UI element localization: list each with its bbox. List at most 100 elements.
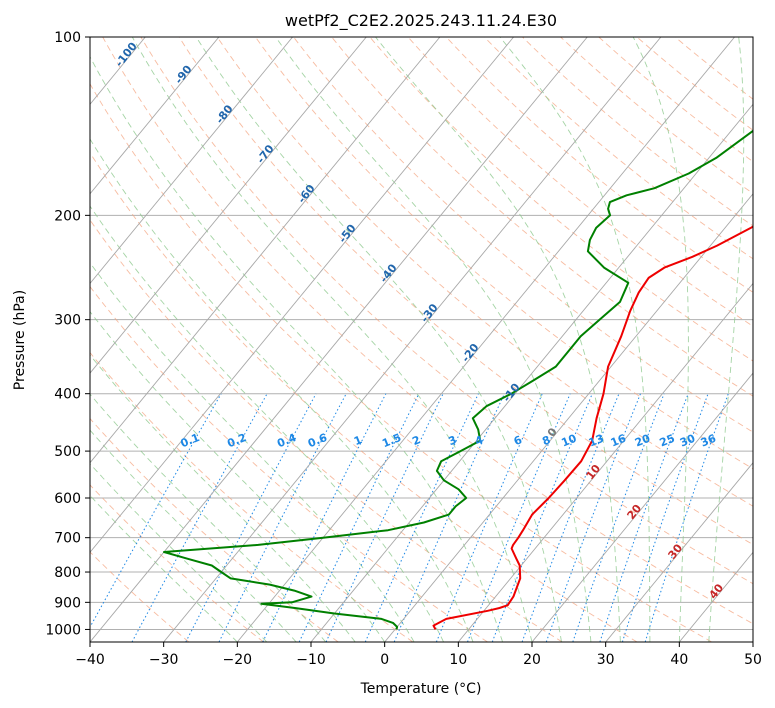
y-tick-label: 600 — [54, 491, 81, 507]
dry-adiabat — [90, 484, 264, 642]
x-tick-label: −30 — [149, 652, 179, 668]
isotherm-label: -10 — [500, 381, 523, 405]
moist-adiabat — [90, 205, 445, 642]
isotherm-label: 20 — [625, 502, 645, 522]
line-annotations: 0.1 0.2 0.4 0.6 1 1.5 2 3 4 6 8 10 13 16 20 25 30 36-100-… — [113, 40, 727, 602]
dry-adiabat — [90, 151, 638, 642]
moist-adiabat — [90, 354, 356, 642]
moist-adiabat — [90, 55, 503, 642]
isotherm-label: -90 — [172, 62, 195, 86]
isotherm — [90, 37, 588, 642]
mixing-ratio-label: 30 — [678, 432, 697, 450]
pressure-gridlines — [90, 37, 753, 630]
x-tick-label: −20 — [223, 652, 253, 668]
dry-adiabat — [90, 285, 488, 642]
dry-adiabat — [90, 83, 712, 642]
moist-adiabat — [90, 393, 327, 642]
dry-adiabat — [331, 37, 753, 397]
dry-adiabat — [90, 351, 414, 642]
dry-adiabat — [522, 37, 753, 227]
dry-adiabat — [255, 37, 753, 470]
x-tick-label: 40 — [670, 652, 688, 668]
mixing-ratio-label: 25 — [658, 432, 677, 450]
isotherm — [678, 551, 753, 642]
moist-adiabat — [90, 138, 474, 642]
moist-adiabat — [708, 37, 745, 642]
isotherm — [531, 372, 753, 642]
isotherm-label: -40 — [377, 261, 400, 285]
dewpoint-line — [163, 129, 753, 630]
mixing-ratio-label: 20 — [633, 432, 652, 450]
mixing-ratio-line — [325, 393, 444, 642]
moist-adiabat — [632, 37, 689, 642]
isotherm — [163, 37, 662, 642]
plot-area: 0.1 0.2 0.4 0.6 1 1.5 2 3 4 6 8 10 13 16 20 25 30 36-100-… — [90, 37, 753, 642]
isotherm-label: 10 — [584, 462, 604, 482]
temperature-line — [432, 225, 753, 630]
x-tick-label: −10 — [296, 652, 326, 668]
mixing-ratio-label: 3 — [447, 433, 459, 448]
dry-adiabat — [102, 37, 753, 625]
mixing-ratio-line — [131, 393, 268, 642]
isotherm — [236, 37, 735, 642]
moist-adiabat — [375, 37, 621, 642]
skewed-isotherms — [90, 37, 753, 642]
mixing-ratio-line — [218, 393, 347, 642]
dry-adiabat — [216, 37, 753, 507]
x-axis-label: Temperature (°C) — [360, 681, 482, 697]
dry-adiabat — [598, 37, 753, 163]
x-tick-label: 50 — [744, 652, 762, 668]
moist-adiabat — [499, 37, 651, 642]
mixing-ratio-label: 0.6 — [306, 431, 329, 450]
dry-adiabat — [178, 37, 753, 546]
y-tick-label: 700 — [54, 531, 81, 547]
mixing-ratio-line — [467, 393, 571, 642]
y-axis-label: Pressure (hPa) — [12, 290, 28, 390]
dry-adiabat — [445, 37, 753, 293]
moist-adiabat — [131, 37, 533, 642]
mixing-ratio-line — [545, 393, 641, 642]
mixing-ratio-line — [364, 393, 479, 642]
dry-adiabat — [90, 417, 339, 642]
moist-adiabat — [90, 310, 386, 642]
isotherm-label: 40 — [707, 581, 727, 601]
moist-adiabat — [275, 37, 592, 642]
y-tick-label: 1000 — [45, 622, 81, 638]
isotherm-label: -80 — [213, 102, 236, 126]
isotherm — [90, 37, 293, 285]
isotherm — [310, 103, 753, 642]
mixing-ratio-label: 4 — [473, 433, 485, 448]
mixing-ratio-lines — [90, 393, 729, 642]
moist-adiabat — [90, 261, 415, 642]
y-axis: 1000 900 800 700 600 500 400 300 200 100 — [45, 30, 90, 638]
y-tick-label: 100 — [54, 30, 81, 46]
mixing-ratio-label: 1 — [352, 433, 364, 448]
mixing-ratio-label: 0.1 — [179, 431, 202, 450]
dry-adiabat — [636, 37, 753, 131]
x-tick-label: 30 — [597, 652, 615, 668]
mixing-ratio-line — [572, 393, 665, 642]
mixing-ratio-line — [521, 393, 620, 642]
isotherm — [90, 37, 367, 374]
dry-adiabat — [90, 219, 563, 642]
dry-adiabat — [90, 551, 190, 642]
mixing-ratio-line — [599, 393, 689, 642]
isotherm-label: -60 — [295, 182, 318, 206]
mixing-ratio-label: 10 — [559, 432, 578, 450]
y-tick-label: 800 — [54, 565, 81, 581]
mixing-ratio-line — [435, 393, 543, 642]
mixing-ratio-line — [298, 393, 420, 642]
isotherm-label: -70 — [254, 142, 277, 166]
y-tick-label: 400 — [54, 387, 81, 403]
dry-adiabat — [140, 37, 753, 585]
mixing-ratio-line — [262, 393, 387, 642]
x-tick-label: −40 — [75, 652, 105, 668]
x-axis: −40 −30 −20 −10 0 10 20 30 40 50 — [75, 642, 762, 668]
plot-frame — [89, 36, 754, 643]
moist-adiabat — [195, 37, 562, 642]
chart-title: wetPf2_C2E2.2025.243.11.24.E30 — [285, 11, 557, 31]
moist-adiabat — [90, 495, 238, 642]
isotherm-label: -50 — [336, 222, 359, 246]
sounding-profiles — [163, 129, 753, 630]
